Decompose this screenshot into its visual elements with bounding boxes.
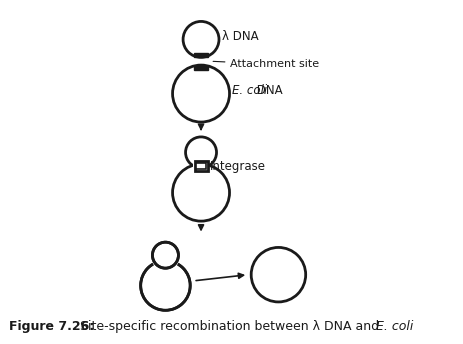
Circle shape (250, 247, 305, 302)
Text: DNA: DNA (252, 84, 282, 97)
Text: λ DNA: λ DNA (222, 30, 258, 43)
Circle shape (185, 137, 216, 168)
Circle shape (152, 242, 178, 268)
Text: Site-specific recombination between λ DNA and: Site-specific recombination between λ DN… (72, 321, 382, 333)
Bar (193, 160, 209, 172)
Text: Figure 7.26:: Figure 7.26: (9, 321, 94, 333)
Bar (194, 161, 207, 171)
Text: Integrase: Integrase (210, 160, 265, 172)
Bar (196, 163, 205, 169)
Text: E. coli: E. coli (232, 84, 267, 97)
Circle shape (140, 261, 190, 310)
Bar (194, 53, 207, 57)
Text: E. coli: E. coli (375, 321, 413, 333)
Circle shape (172, 164, 229, 221)
Circle shape (183, 21, 219, 57)
Text: Attachment site: Attachment site (213, 59, 319, 69)
Circle shape (172, 65, 229, 122)
Bar (194, 66, 207, 69)
